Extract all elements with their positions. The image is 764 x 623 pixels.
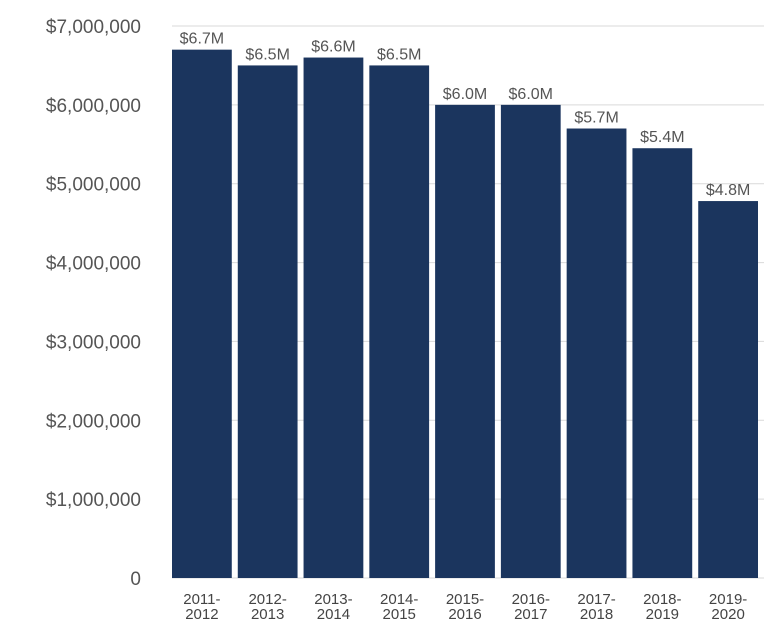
data-label: $6.5M [245, 46, 289, 63]
data-label: $6.5M [377, 46, 421, 63]
data-label: $4.8M [706, 182, 750, 199]
data-label: $5.4M [640, 129, 684, 146]
x-tick-label: 2014-2015 [380, 591, 418, 623]
y-tick-label: $7,000,000 [46, 17, 141, 38]
data-label: $6.0M [443, 86, 487, 103]
x-tick-line: 2013- [314, 591, 352, 608]
y-tick-label: $4,000,000 [46, 254, 141, 275]
bar [698, 201, 758, 578]
data-label: $6.7M [180, 31, 224, 48]
x-tick-line: 2014 [317, 606, 350, 623]
x-tick-line: 2016- [512, 591, 550, 608]
x-tick-line: 2020 [711, 606, 744, 623]
bar [632, 148, 693, 578]
x-tick-line: 2011- [183, 591, 220, 608]
x-tick-line: 2013 [251, 606, 284, 623]
bar [435, 104, 495, 578]
x-tick-line: 2012 [185, 606, 218, 623]
bar [500, 104, 561, 578]
y-tick-label: $1,000,000 [46, 490, 141, 511]
y-tick-label: $6,000,000 [46, 96, 141, 117]
x-tick-label: 2017-2018 [577, 591, 615, 623]
y-tick-label: $3,000,000 [46, 332, 141, 353]
x-tick-line: 2015- [446, 591, 484, 608]
x-tick-label: 2018-2019 [643, 591, 681, 623]
x-tick-line: 2018- [643, 591, 681, 608]
bar [237, 65, 298, 578]
x-tick-label: 2016-2017 [512, 591, 550, 623]
bars [172, 49, 758, 579]
data-label: $6.0M [509, 86, 553, 103]
bar [172, 49, 232, 578]
x-axis-ticks: 2011-20122012-20132013-20142014-20152015… [183, 591, 747, 623]
x-tick-line: 2019 [646, 606, 679, 623]
y-tick-label: 0 [130, 569, 141, 590]
x-tick-label: 2012-2013 [248, 591, 286, 623]
y-tick-label: $5,000,000 [46, 175, 141, 196]
x-tick-line: 2019- [709, 591, 747, 608]
y-tick-label: $2,000,000 [46, 411, 141, 432]
bar [303, 57, 364, 579]
data-label: $6.6M [311, 39, 355, 56]
x-tick-label: 2019-2020 [709, 591, 747, 623]
x-tick-line: 2014- [380, 591, 418, 608]
x-tick-label: 2013-2014 [314, 591, 352, 623]
x-tick-label: 2011-2012 [183, 591, 220, 623]
data-labels: $6.7M $6.5M $6.6M $6.5M $6.0M $6.0M $5.7M $5.4M… [180, 31, 751, 199]
x-tick-label: 2015-2016 [446, 591, 484, 623]
x-tick-line: 2012- [248, 591, 286, 608]
x-tick-line: 2015 [383, 606, 416, 623]
x-tick-line: 2017- [577, 591, 615, 608]
y-axis-ticks: 0 $1,000,000 $2,000,000 $3,000,000 $4,000,00… [46, 17, 141, 590]
x-tick-line: 2016 [448, 606, 481, 623]
x-tick-line: 2018 [580, 606, 613, 623]
bar [369, 65, 430, 578]
data-label: $5.7M [574, 110, 618, 127]
bar [566, 128, 627, 578]
x-tick-line: 2017 [514, 606, 547, 623]
